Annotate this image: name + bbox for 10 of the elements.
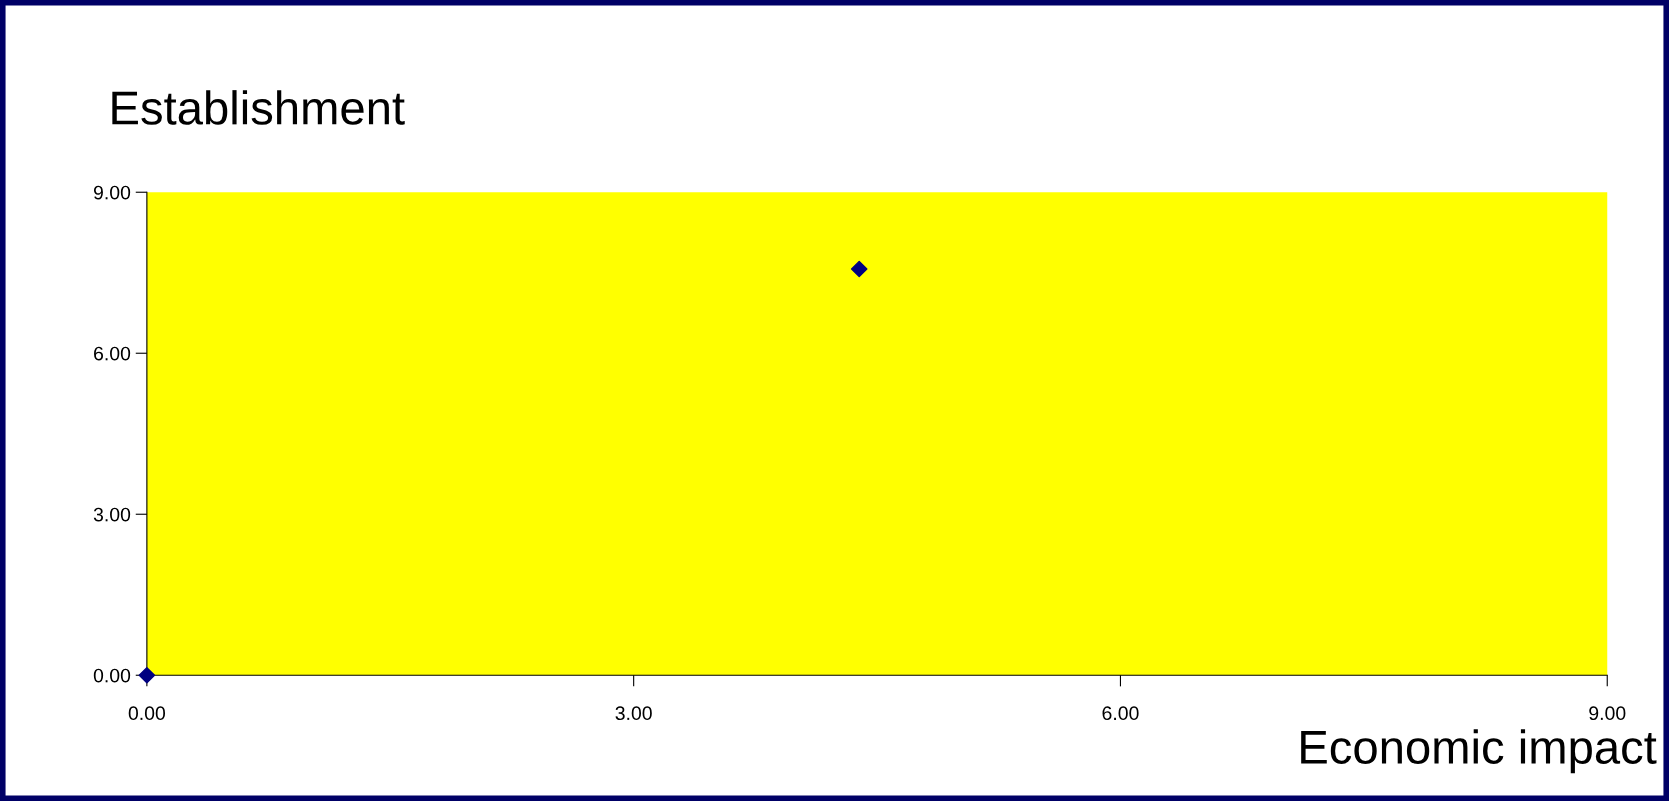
y-tick-label: 3.00	[93, 507, 131, 522]
y-tick-label: 6.00	[94, 346, 131, 361]
y-tick-label: 0.00	[93, 668, 131, 683]
x-axis-title: Economic impact	[1301, 729, 1657, 774]
y-tick-label: 9.00	[93, 185, 131, 200]
x-tick-label: 6.00	[1102, 706, 1139, 721]
y-axis-title: Establishment	[112, 90, 405, 125]
x-tick-label: 0.00	[128, 706, 166, 721]
x-tick-label: 9.00	[1589, 706, 1626, 721]
x-tick-label: 3.00	[615, 706, 652, 721]
